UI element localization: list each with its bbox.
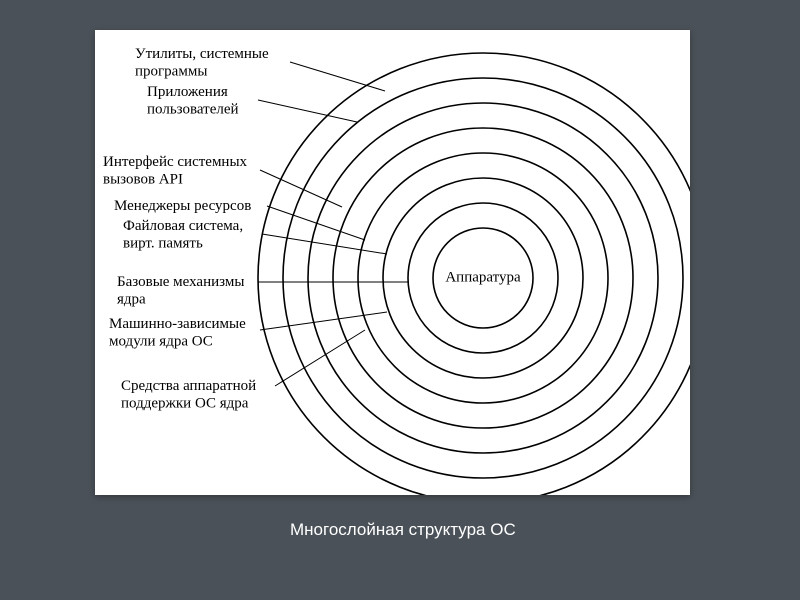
slide-root: Аппаратура Утилиты, системныепрограммы При…: [0, 0, 800, 600]
leader-line: [275, 330, 365, 386]
leader-line: [260, 170, 342, 207]
leader-line: [290, 62, 385, 91]
layer-label: Базовые механизмыядра: [117, 274, 244, 307]
slide-caption: Многослойная структура ОС: [290, 520, 516, 540]
center-label: Аппаратура: [445, 269, 521, 285]
layer-label: Интерфейс системныхвызовов API: [103, 154, 248, 187]
layer-label: Машинно-зависимыемодули ядра ОС: [109, 316, 246, 349]
concentric-diagram: Аппаратура Утилиты, системныепрограммы При…: [95, 30, 690, 495]
layer-label: Средства аппаратнойподдержки ОС ядра: [121, 378, 256, 411]
layer-label: Утилиты, системныепрограммы: [135, 46, 269, 79]
leader-line: [262, 234, 387, 254]
leader-line: [267, 206, 365, 240]
layer-label: Менеджеры ресурсов: [114, 198, 251, 214]
diagram-panel: Аппаратура Утилиты, системныепрограммы При…: [95, 30, 690, 495]
layer-label: Приложенияпользователей: [147, 84, 239, 117]
layer-label: Файловая система,вирт. память: [123, 218, 243, 251]
